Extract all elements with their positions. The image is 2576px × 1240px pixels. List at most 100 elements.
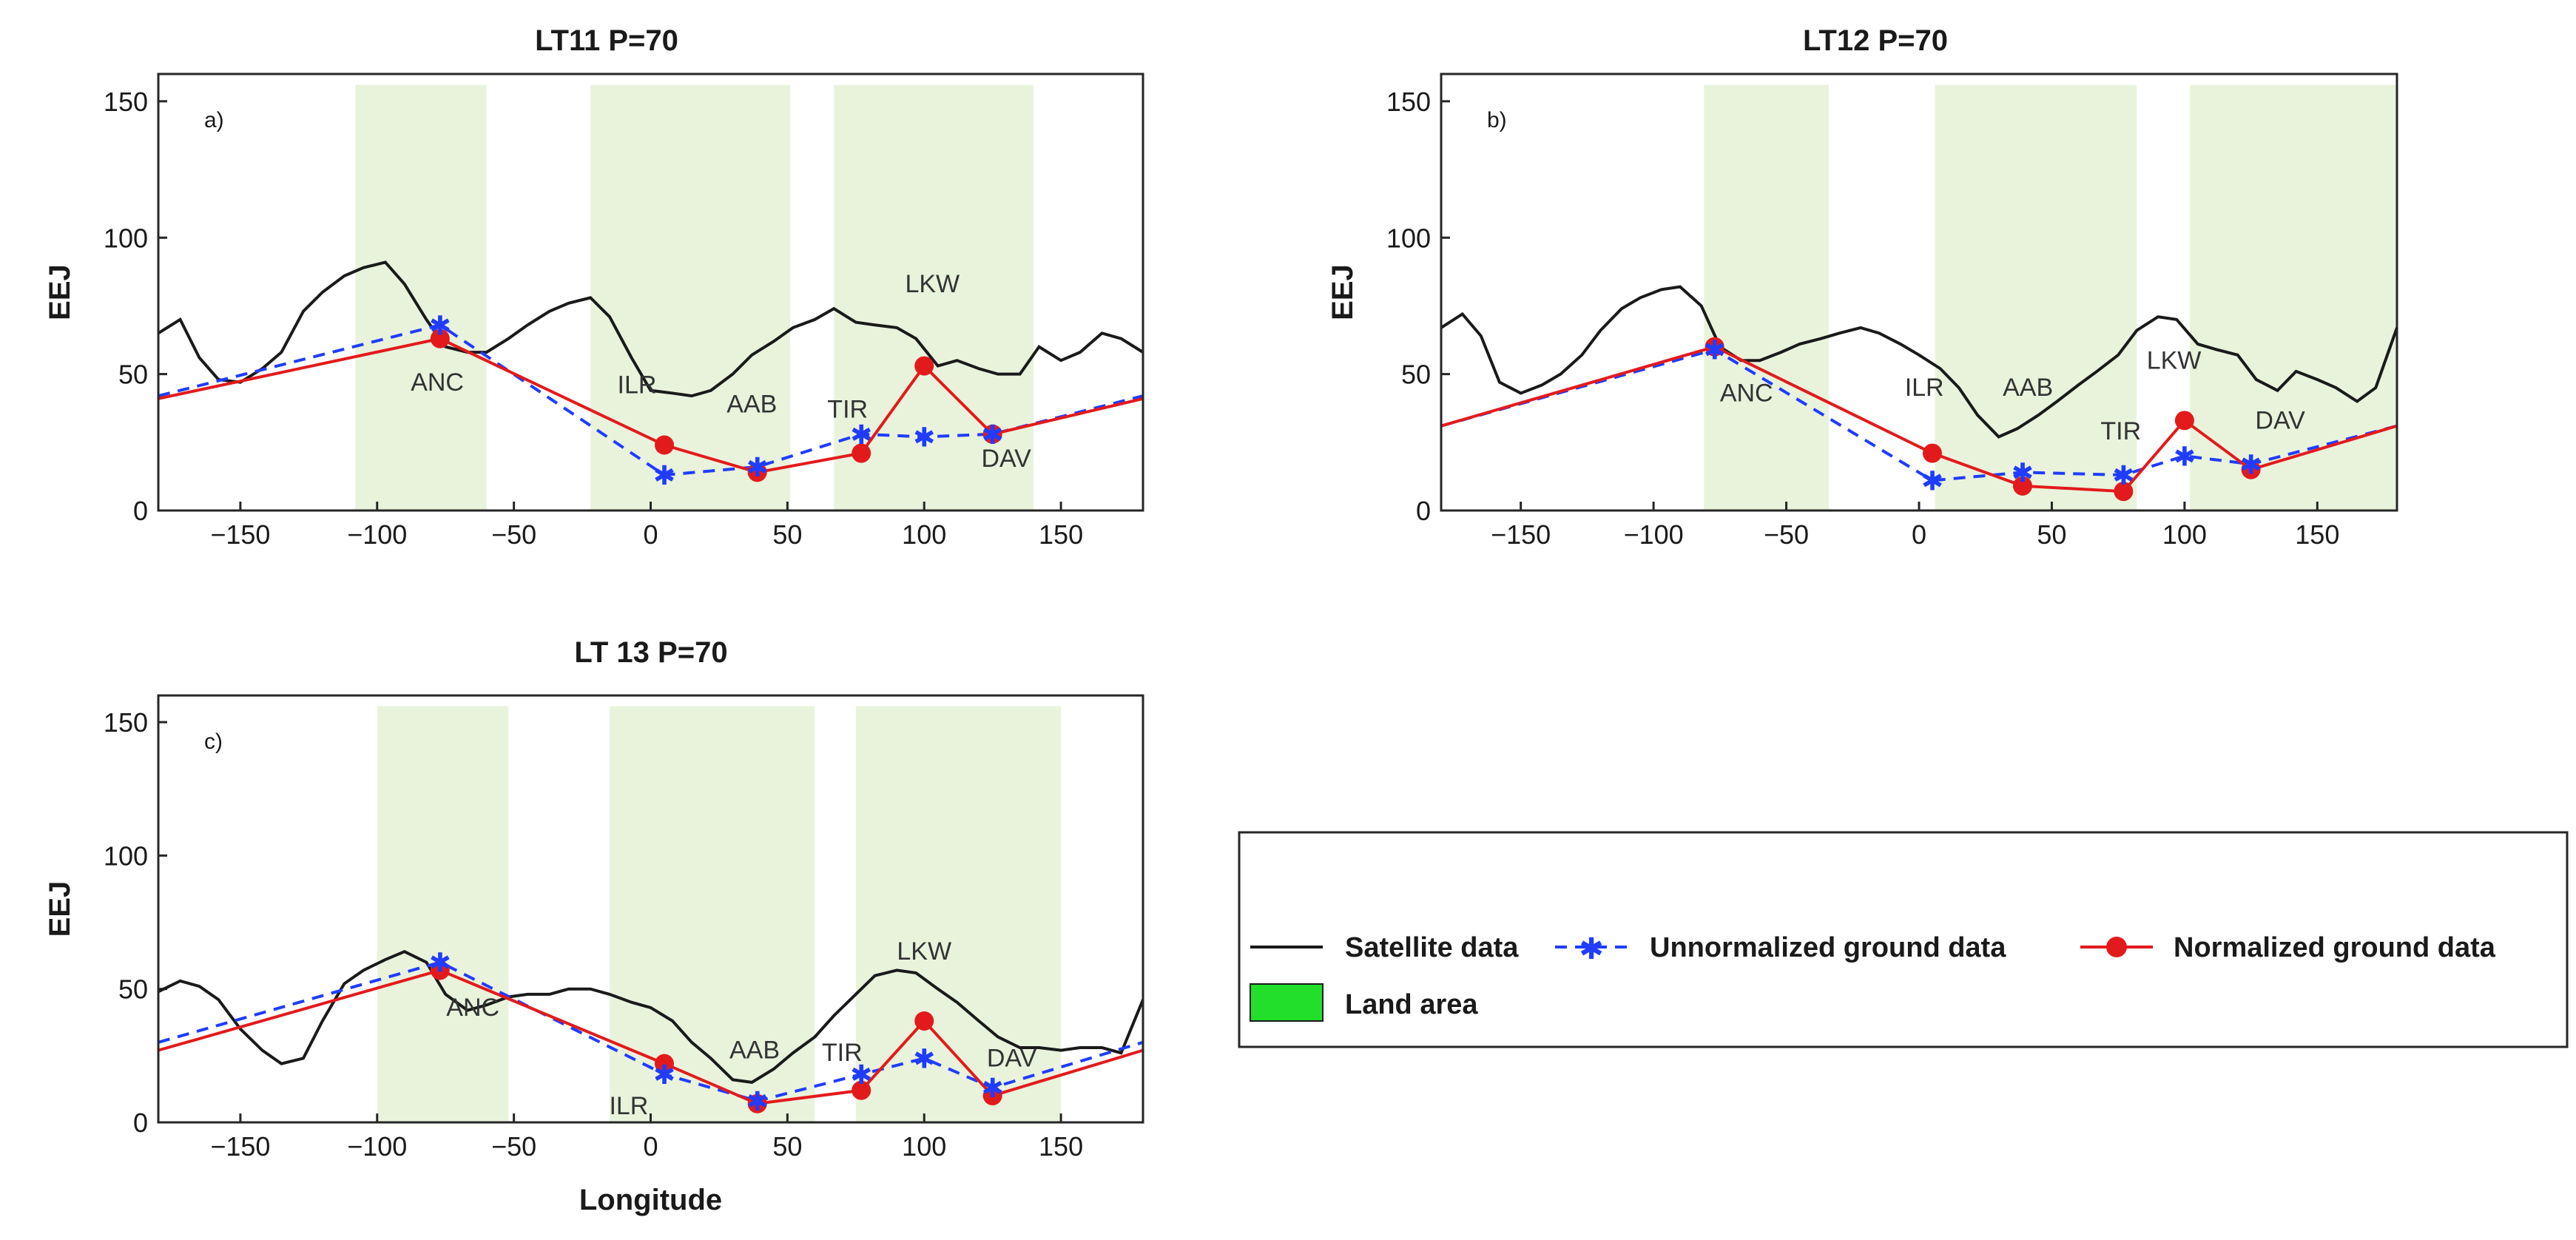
y-tick-label: 100 <box>104 223 148 253</box>
y-axis-label: EEJ <box>44 881 76 937</box>
normalized-line <box>158 337 1144 474</box>
x-tick-label: 150 <box>1039 1131 1083 1162</box>
panel-label: c) <box>204 729 223 754</box>
x-tick-label: −50 <box>491 519 536 550</box>
x-axis-label: Longitude <box>579 1184 722 1216</box>
station-label: LKW <box>905 270 960 298</box>
satellite-line <box>158 950 1144 1084</box>
x-tick-label: 0 <box>643 1131 658 1162</box>
normalized-point <box>747 462 767 482</box>
x-tick-label: −150 <box>210 1131 270 1162</box>
panel-lt13: LT 13 P=70 −150 −100 −50 0 50 100 150 0 50 100 150… <box>44 636 1144 1216</box>
y-tick-label: 50 <box>1401 360 1431 390</box>
unnormalized-point: ✱ <box>2012 458 2034 488</box>
panel-lt11: LT11 P=70 −150 −100 −50 0 50 100 150050100150 … <box>44 24 1144 550</box>
unnormalized-point: ✱ <box>2174 442 2196 472</box>
station-label: DAV <box>981 445 1031 473</box>
station-label: TIR <box>822 1039 863 1067</box>
x-tick-label: −50 <box>1764 519 1809 550</box>
x-tick-label: −150 <box>1491 519 1551 550</box>
station-label: AAB <box>726 390 777 418</box>
normalized-point <box>2012 476 2032 496</box>
y-tick-label: 0 <box>133 1108 148 1138</box>
unnormalized-point: ✱ <box>429 311 451 341</box>
normalized-line <box>1440 345 2398 493</box>
x-tick-label: 0 <box>643 519 658 550</box>
legend-land-swatch <box>1250 983 1324 1022</box>
normalized-point <box>982 1085 1002 1105</box>
normalized-point <box>914 1011 934 1031</box>
normalized-point <box>2241 459 2261 479</box>
y-tick-label: 150 <box>104 87 148 117</box>
satellite-line <box>1440 285 2398 439</box>
panel-title: LT 13 P=70 <box>574 636 727 669</box>
panel-label: a) <box>204 108 224 132</box>
panel-label: b) <box>1487 108 1507 132</box>
y-tick-label: 150 <box>1386 87 1431 117</box>
land-band <box>355 84 487 511</box>
y-tick-label: 50 <box>118 974 148 1005</box>
panel-lt12: LT12 P=70 −150 −100 −50 0 50 100 150050100150 … <box>1326 24 2398 550</box>
unnormalized-point: ✱ <box>982 1074 1004 1104</box>
land-band <box>1704 84 1829 511</box>
x-tick-label: 50 <box>2037 519 2066 550</box>
x-tick-label: 50 <box>772 519 802 550</box>
station-label: ANC <box>446 994 499 1022</box>
station-label: AAB <box>2003 374 2053 402</box>
station-label: ILR <box>609 1092 648 1120</box>
x-tick-label: −100 <box>347 519 407 550</box>
normalized-point <box>852 1080 871 1100</box>
station-label: DAV <box>2255 406 2305 434</box>
unnormalized-point: ✱ <box>2240 450 2262 480</box>
normalized-point <box>852 443 871 463</box>
normalized-line <box>158 968 1144 1105</box>
unnormalized-point: ✱ <box>2112 461 2134 491</box>
y-tick-label: 100 <box>1386 223 1431 253</box>
unnormalized-point: ✱ <box>982 420 1004 451</box>
y-tick-label: 0 <box>1416 496 1431 526</box>
x-tick-label: 100 <box>2162 519 2207 550</box>
unnormalized-line <box>158 323 1144 477</box>
legend: Satellite data ✱ Unnormalized ground dat… <box>1238 831 2569 1048</box>
plot-frame <box>157 694 1144 1124</box>
legend-box <box>1238 831 2569 1048</box>
normalized-point <box>2114 482 2134 502</box>
y-tick-label: 50 <box>118 360 148 390</box>
x-tick-label: −150 <box>210 519 270 550</box>
station-label: ANC <box>411 368 464 397</box>
unnormalized-point: ✱ <box>913 422 935 453</box>
normalized-point <box>1705 337 1724 357</box>
normalized-point <box>430 960 450 980</box>
legend-satellite-label: Satellite data <box>1345 932 1519 963</box>
station-label: AAB <box>729 1036 780 1064</box>
normalized-point <box>430 328 450 348</box>
plot-frame <box>1440 73 2398 512</box>
x-tick-label: −100 <box>1624 519 1684 550</box>
legend-normalized-marker <box>2106 937 2127 957</box>
land-band <box>1935 84 2137 511</box>
y-tick-label: 0 <box>133 496 148 526</box>
x-tick-label: 100 <box>902 1131 946 1162</box>
unnormalized-point: ✱ <box>653 1060 675 1091</box>
station-label: ILR <box>1905 374 1944 402</box>
normalized-point <box>2174 411 2194 431</box>
station-label: TIR <box>2100 417 2141 445</box>
plot-frame <box>157 73 1144 512</box>
x-tick-label: 100 <box>902 519 946 550</box>
x-tick-label: 0 <box>1912 519 1926 550</box>
unnormalized-point: ✱ <box>746 453 769 483</box>
x-tick-label: −50 <box>491 1131 536 1162</box>
y-axis-label: EEJ <box>44 264 76 320</box>
x-tick-label: 150 <box>2295 519 2339 550</box>
station-label: ANC <box>1720 380 1773 408</box>
unnormalized-point: ✱ <box>913 1044 935 1074</box>
station-label: ILR <box>618 371 657 399</box>
normalized-point <box>914 356 934 376</box>
unnormalized-point: ✱ <box>1921 466 1943 496</box>
unnormalized-point: ✱ <box>850 420 872 451</box>
panel-title: LT11 P=70 <box>535 24 678 57</box>
land-band <box>377 706 509 1122</box>
unnormalized-point: ✱ <box>653 461 675 491</box>
legend-unnormalized-marker: ✱ <box>1579 932 1604 966</box>
legend-land-label: Land area <box>1345 989 1478 1020</box>
